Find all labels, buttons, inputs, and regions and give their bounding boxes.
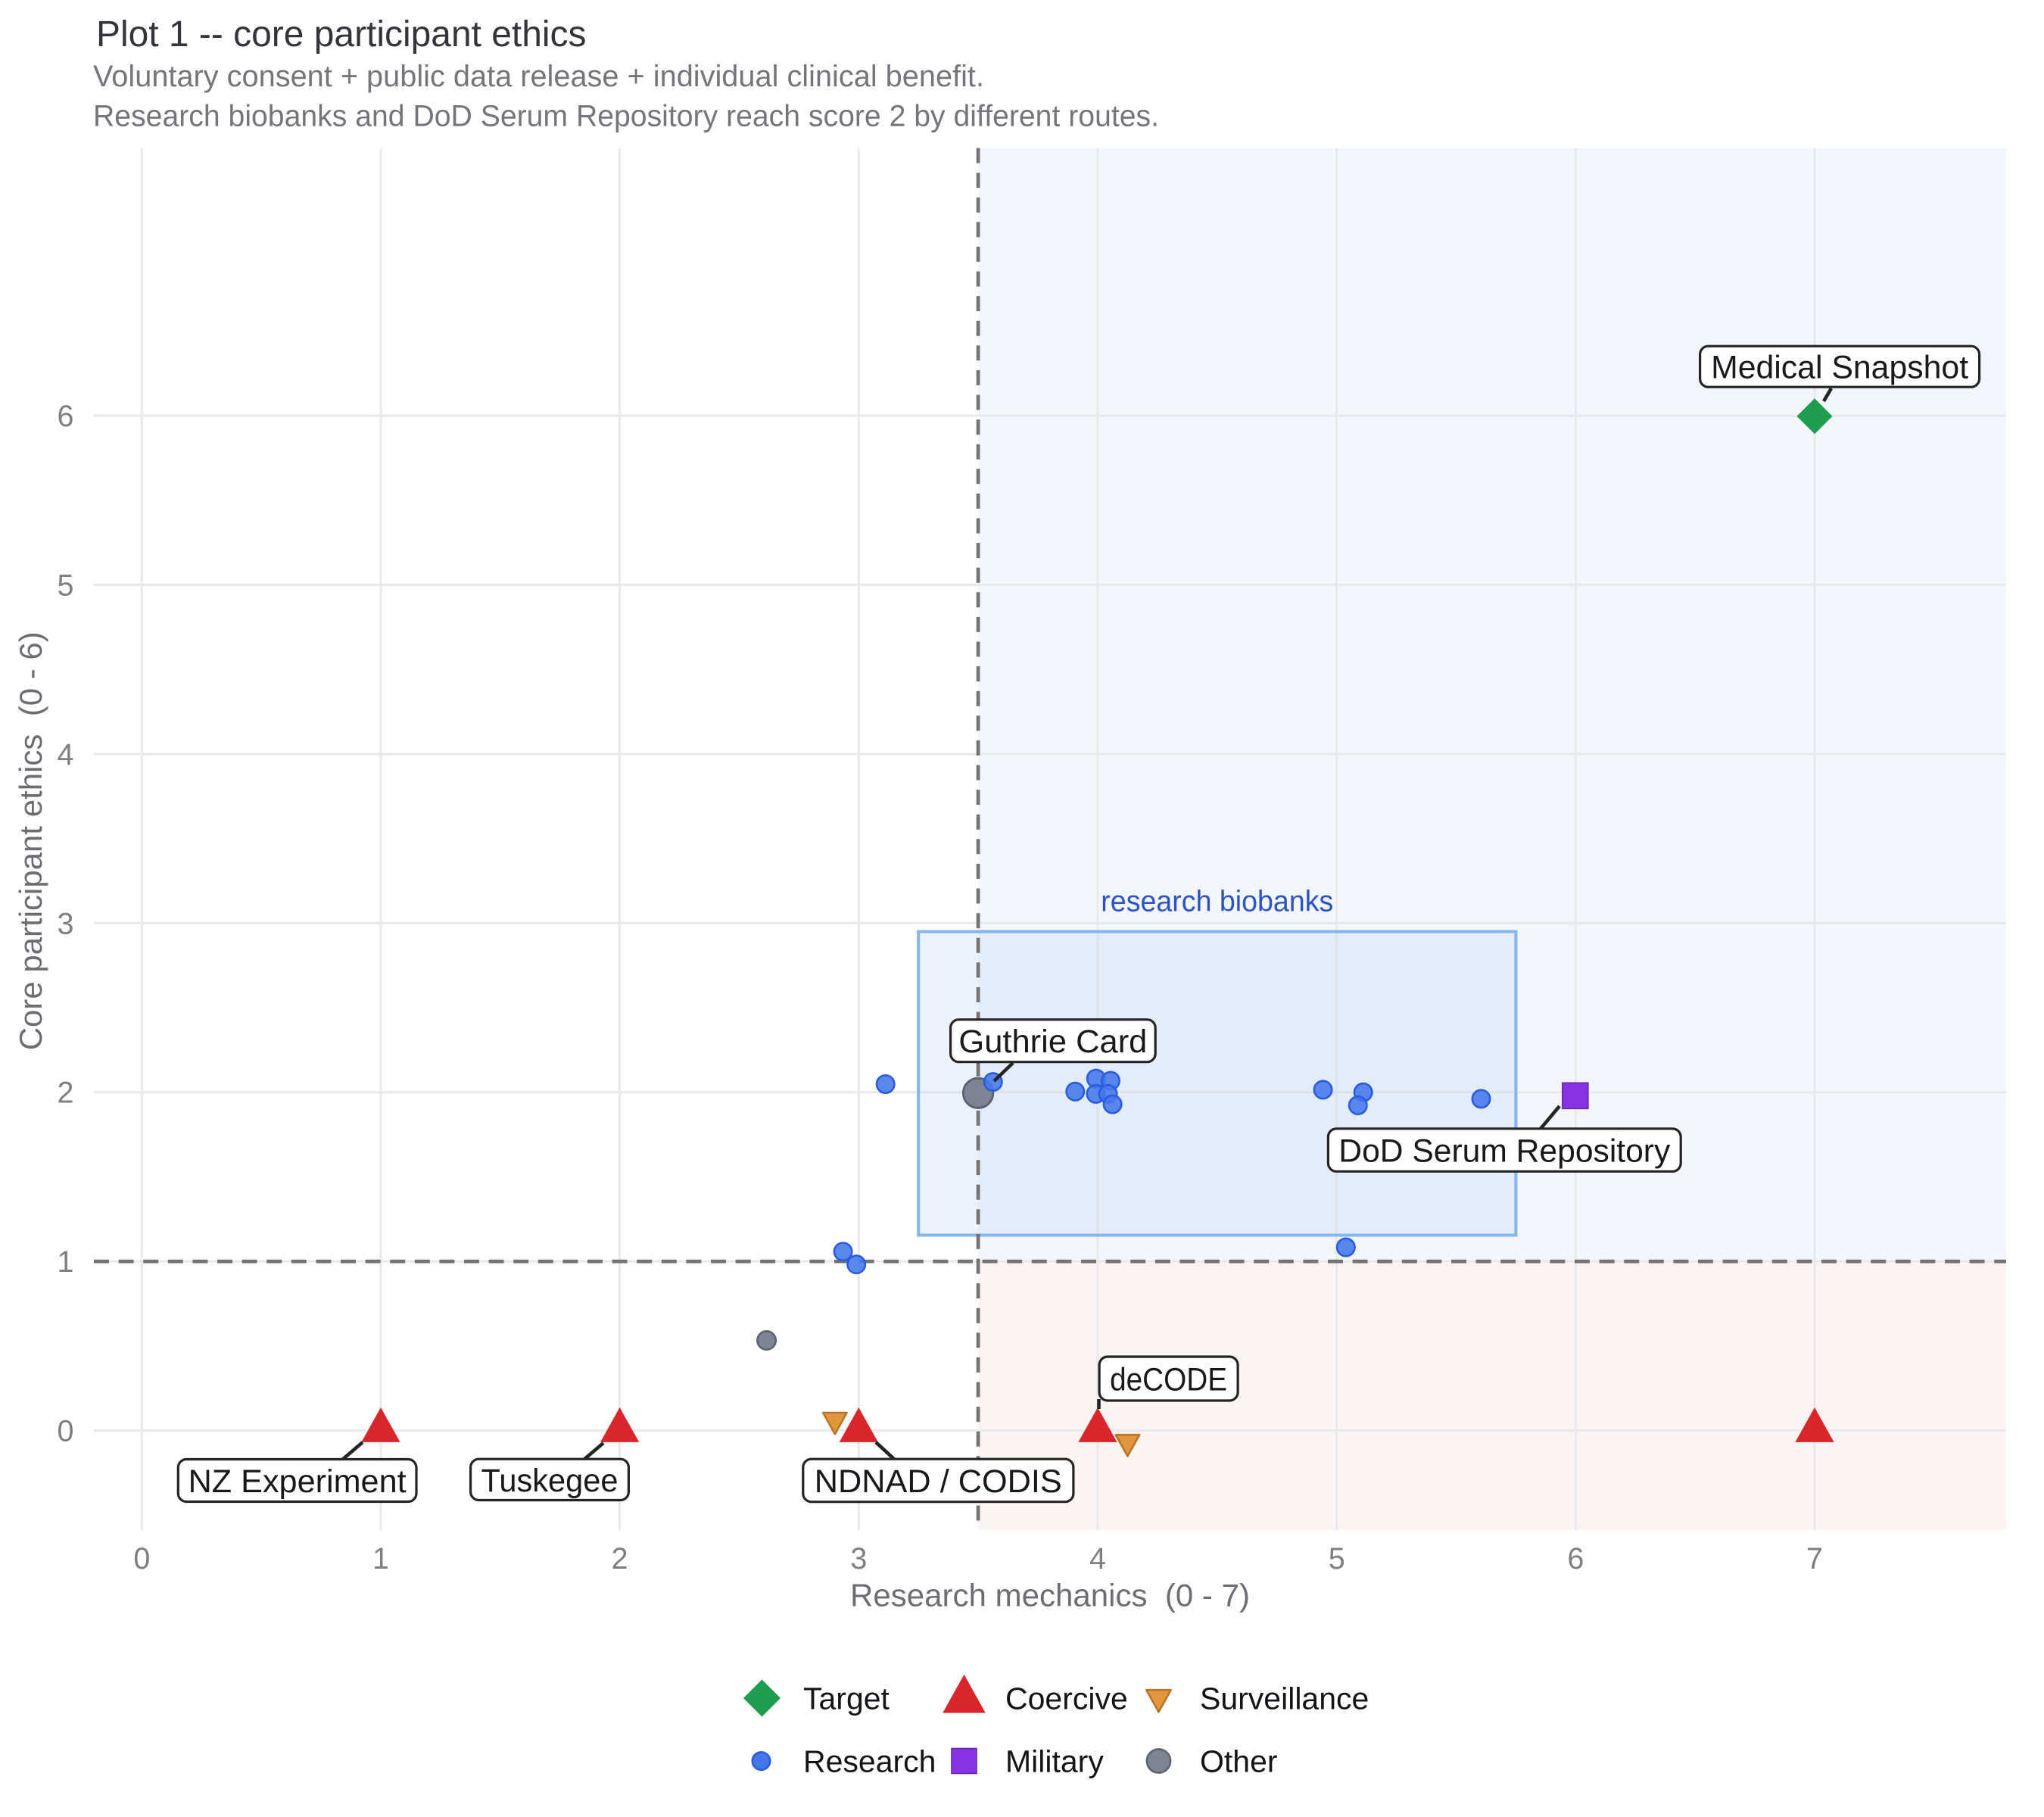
svg-text:Plot 1 -- core participant eth: Plot 1 -- core participant ethics: [96, 14, 587, 55]
svg-text:2: 2: [612, 1542, 628, 1575]
svg-text:research biobanks: research biobanks: [1101, 886, 1333, 918]
svg-text:2: 2: [58, 1077, 74, 1110]
svg-text:1: 1: [372, 1542, 389, 1575]
svg-text:Research: Research: [803, 1744, 936, 1779]
svg-text:3: 3: [850, 1542, 867, 1575]
svg-text:Coercive: Coercive: [1005, 1681, 1128, 1716]
svg-text:Core participant ethics (0 -: Core participant ethics (0 - 6): [13, 631, 48, 1050]
svg-text:5: 5: [1329, 1542, 1345, 1575]
svg-text:NZ Experiment: NZ Experiment: [189, 1463, 407, 1500]
svg-text:NDNAD / CODIS: NDNAD / CODIS: [815, 1463, 1062, 1500]
svg-text:Surveillance: Surveillance: [1200, 1681, 1369, 1716]
svg-text:Research biobanks and DoD Seru: Research biobanks and DoD Serum Reposito…: [93, 100, 1159, 133]
svg-text:DoD Serum Repository: DoD Serum Repository: [1338, 1133, 1670, 1170]
svg-text:Tuskegee: Tuskegee: [481, 1463, 618, 1499]
svg-text:4: 4: [58, 738, 74, 771]
svg-text:deCODE: deCODE: [1110, 1362, 1227, 1398]
svg-text:6: 6: [58, 400, 74, 433]
svg-text:Research mechanics (0 - 7): Research mechanics (0 - 7): [850, 1577, 1250, 1613]
svg-text:Military: Military: [1005, 1744, 1104, 1779]
svg-text:Medical Snapshot: Medical Snapshot: [1711, 350, 1968, 386]
svg-text:5: 5: [58, 569, 74, 603]
svg-text:0: 0: [133, 1542, 150, 1575]
svg-text:Guthrie Card: Guthrie Card: [958, 1024, 1147, 1060]
svg-text:6: 6: [1567, 1542, 1584, 1575]
svg-text:1: 1: [58, 1245, 74, 1279]
svg-text:7: 7: [1806, 1542, 1823, 1575]
svg-text:Other: Other: [1200, 1744, 1278, 1779]
svg-text:4: 4: [1089, 1542, 1106, 1575]
svg-text:Target: Target: [803, 1681, 890, 1716]
svg-text:0: 0: [58, 1415, 74, 1448]
svg-text:3: 3: [58, 907, 74, 940]
svg-text:Voluntary consent + public dat: Voluntary consent + public data release …: [93, 60, 984, 93]
